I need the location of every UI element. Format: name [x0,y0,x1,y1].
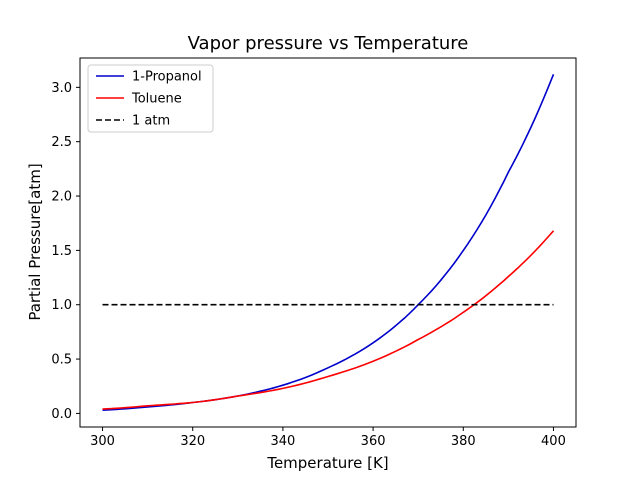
y-axis-title: Partial Pressure[atm] [26,163,44,320]
x-tick-label: 400 [541,434,566,449]
y-tick-label: 2.0 [51,190,72,205]
y-tick-label: 0.0 [51,407,72,422]
plot-frame [79,57,577,428]
x-axis-title: Temperature [K] [266,454,388,472]
y-tick-label: 3.0 [51,81,72,96]
chart-title: Vapor pressure vs Temperature [188,33,469,54]
legend-label-3: 1 atm [132,114,170,129]
x-tick-label: 380 [451,434,476,449]
y-axis: 0.0 0.5 1.0 1.5 2.0 2.5 3.0 [51,81,80,422]
x-axis: 300 320 340 360 380 400 [90,427,566,449]
x-tick-label: 340 [270,434,295,449]
plot-area [102,74,555,411]
legend-label-2: Toluene [131,92,182,107]
x-tick-label: 320 [180,434,205,449]
legend-label-1: 1-Propanol [132,70,202,85]
legend: 1-Propanol Toluene 1 atm [87,64,214,133]
y-tick-label: 1.0 [51,298,72,313]
y-tick-label: 2.5 [51,135,72,150]
y-tick-label: 1.5 [51,244,72,259]
x-tick-label: 300 [90,434,115,449]
y-tick-label: 0.5 [51,353,72,368]
x-tick-label: 360 [361,434,386,449]
legend-box [87,64,214,133]
series-line-2 [102,230,555,410]
